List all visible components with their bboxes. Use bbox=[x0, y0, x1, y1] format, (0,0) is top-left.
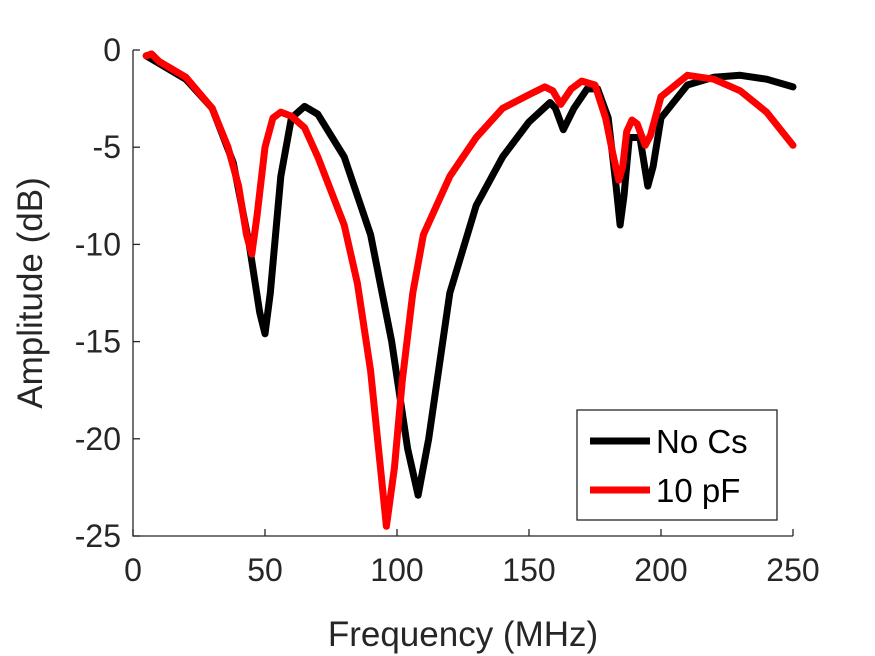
legend-box bbox=[576, 409, 778, 521]
y-tick-label: 0 bbox=[103, 32, 121, 68]
x-tick-label: 0 bbox=[124, 552, 142, 588]
legend-label-no-cs: No Cs bbox=[656, 423, 748, 460]
series-lines bbox=[142, 50, 797, 530]
x-tick-label: 250 bbox=[766, 552, 819, 588]
y-tick-label: -15 bbox=[75, 324, 121, 360]
y-tick-label: -10 bbox=[75, 226, 121, 262]
y-tick-label: -5 bbox=[93, 129, 121, 165]
x-tick-label: 150 bbox=[502, 552, 555, 588]
tick-marks bbox=[132, 49, 794, 537]
x-axis-title: Frequency (MHz) bbox=[328, 615, 598, 654]
y-axis-title: Amplitude (dB) bbox=[11, 177, 50, 408]
series-line-no-cs bbox=[142, 52, 797, 499]
legend: No Cs 10 pF bbox=[576, 409, 778, 521]
y-tick-label: -25 bbox=[75, 518, 121, 554]
x-tick-label: 100 bbox=[370, 552, 423, 588]
legend-label-10pf: 10 pF bbox=[656, 472, 740, 509]
series-line-10pf bbox=[142, 50, 797, 530]
x-tick-label: 50 bbox=[247, 552, 283, 588]
y-tick-labels: 0 -5 -10 -15 -20 -25 bbox=[75, 32, 121, 554]
x-tick-labels: 0 50 100 150 200 250 bbox=[124, 552, 820, 588]
x-tick-label: 200 bbox=[634, 552, 687, 588]
y-tick-label: -20 bbox=[75, 421, 121, 457]
